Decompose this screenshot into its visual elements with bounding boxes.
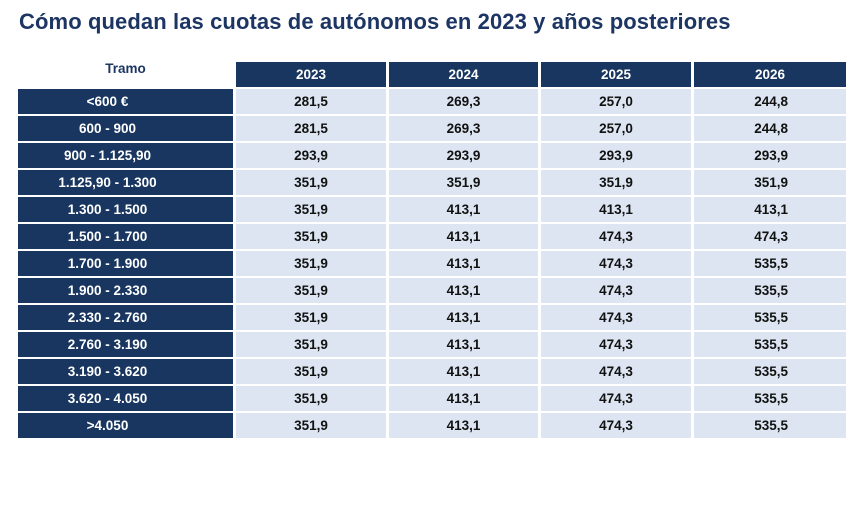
cuota-cell: 269,3: [389, 89, 538, 114]
cuota-cell: 281,5: [236, 116, 386, 141]
cuota-cell: 474,3: [541, 359, 691, 384]
cuota-cell: 413,1: [694, 197, 846, 222]
cuota-cell: 351,9: [541, 170, 691, 195]
cuota-cell: 474,3: [694, 224, 846, 249]
tramo-cell: 900 - 1.125,90: [18, 143, 233, 168]
cuota-cell: 351,9: [236, 224, 386, 249]
column-header-year: 2026: [694, 62, 846, 87]
tramo-cell: 1.900 - 2.330: [18, 278, 233, 303]
cuota-cell: 351,9: [236, 359, 386, 384]
cuota-cell: 413,1: [389, 224, 538, 249]
cuota-cell: 474,3: [541, 386, 691, 411]
cuota-cell: 351,9: [389, 170, 538, 195]
cuota-cell: 474,3: [541, 251, 691, 276]
cuota-cell: 413,1: [389, 386, 538, 411]
cuota-cell: 257,0: [541, 116, 691, 141]
cuota-cell: 535,5: [694, 251, 846, 276]
cuota-cell: 474,3: [541, 278, 691, 303]
cuota-cell: 351,9: [236, 413, 386, 438]
cuota-cell: 474,3: [541, 413, 691, 438]
cuota-cell: 244,8: [694, 89, 846, 114]
cuota-cell: 293,9: [694, 143, 846, 168]
cuota-cell: 413,1: [541, 197, 691, 222]
tramo-cell: 1.300 - 1.500: [18, 197, 233, 222]
tramo-cell: >4.050: [18, 413, 233, 438]
cuota-cell: 257,0: [541, 89, 691, 114]
cuota-cell: 535,5: [694, 386, 846, 411]
cuota-cell: 351,9: [236, 386, 386, 411]
cuota-cell: 535,5: [694, 413, 846, 438]
tramo-cell: 1.500 - 1.700: [18, 224, 233, 249]
cuota-cell: 351,9: [236, 251, 386, 276]
tramo-cell: 2.760 - 3.190: [18, 332, 233, 357]
cuota-cell: 269,3: [389, 116, 538, 141]
cuota-cell: 413,1: [389, 332, 538, 357]
cuota-cell: 535,5: [694, 332, 846, 357]
column-header-tramo: Tramo: [18, 56, 233, 81]
cuota-cell: 244,8: [694, 116, 846, 141]
cuota-cell: 351,9: [694, 170, 846, 195]
column-header-year: 2025: [541, 62, 691, 87]
tramo-cell: 1.125,90 - 1.300: [18, 170, 233, 195]
cuota-cell: 293,9: [541, 143, 691, 168]
tramo-cell: 600 - 900: [18, 116, 233, 141]
cuota-cell: 413,1: [389, 197, 538, 222]
cuota-cell: 351,9: [236, 305, 386, 330]
cuota-cell: 351,9: [236, 278, 386, 303]
tramo-cell: <600 €: [18, 89, 233, 114]
column-header-year: 2023: [236, 62, 386, 87]
cuota-cell: 535,5: [694, 359, 846, 384]
cuota-cell: 535,5: [694, 278, 846, 303]
cuota-cell: 413,1: [389, 413, 538, 438]
cuota-cell: 474,3: [541, 224, 691, 249]
cuota-cell: 474,3: [541, 305, 691, 330]
tramo-cell: 3.190 - 3.620: [18, 359, 233, 384]
cuota-cell: 351,9: [236, 170, 386, 195]
cuota-cell: 351,9: [236, 332, 386, 357]
cuota-cell: 413,1: [389, 251, 538, 276]
cuota-cell: 413,1: [389, 278, 538, 303]
tramo-cell: 1.700 - 1.900: [18, 251, 233, 276]
cuota-cell: 474,3: [541, 332, 691, 357]
cuota-cell: 413,1: [389, 359, 538, 384]
cuota-cell: 293,9: [389, 143, 538, 168]
cuota-cell: 413,1: [389, 305, 538, 330]
cuota-cell: 535,5: [694, 305, 846, 330]
page-title: Cómo quedan las cuotas de autónomos en 2…: [19, 9, 731, 34]
cuota-cell: 351,9: [236, 197, 386, 222]
cuota-cell: 281,5: [236, 89, 386, 114]
tramo-cell: 3.620 - 4.050: [18, 386, 233, 411]
cuota-cell: 293,9: [236, 143, 386, 168]
column-header-year: 2024: [389, 62, 538, 87]
tramo-cell: 2.330 - 2.760: [18, 305, 233, 330]
